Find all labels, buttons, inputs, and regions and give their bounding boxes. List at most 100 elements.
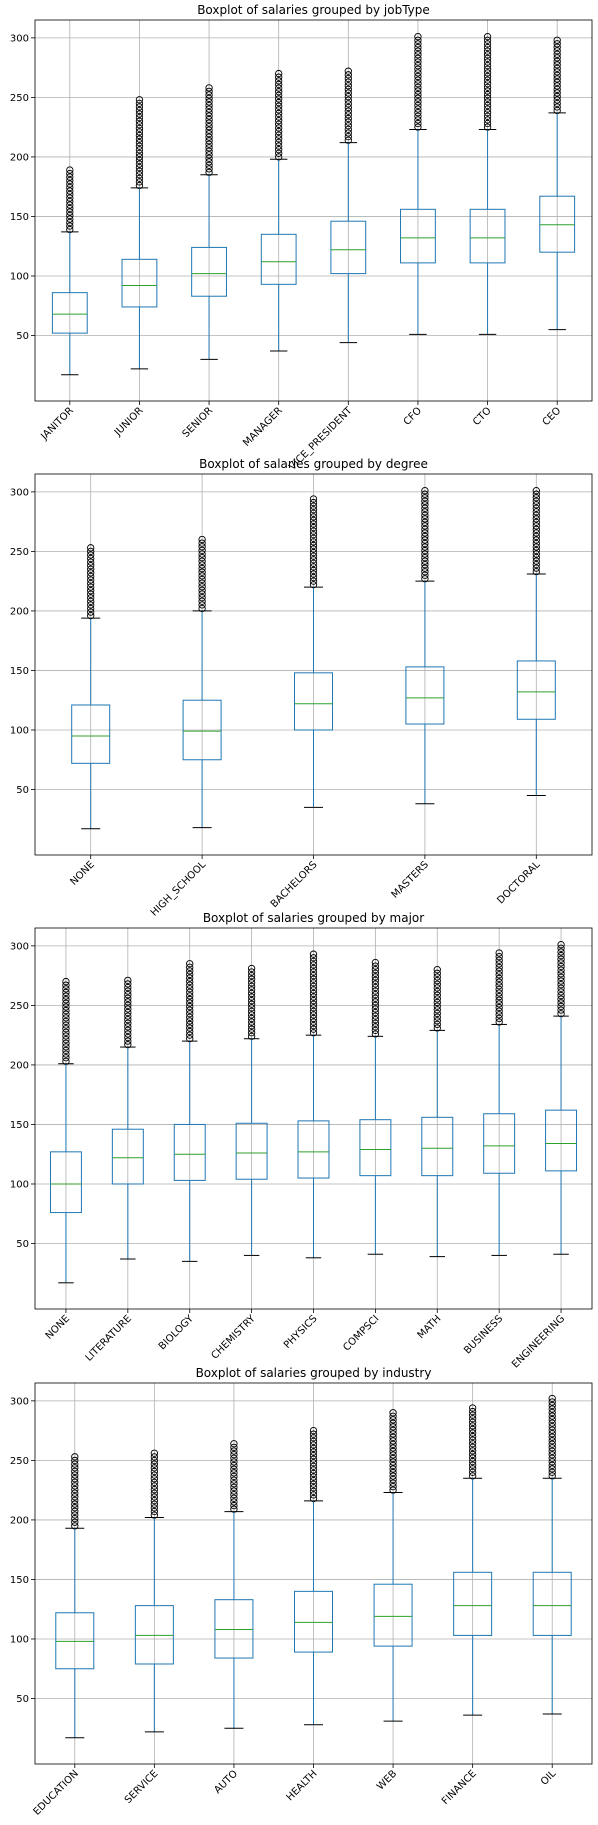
flier-point xyxy=(135,121,144,129)
flier-point xyxy=(205,101,213,110)
flier-point xyxy=(309,1480,318,1488)
y-tick-label: 300 xyxy=(10,33,29,44)
flier-point xyxy=(275,127,283,136)
flier-point xyxy=(247,971,256,980)
y-tick-label: 250 xyxy=(10,93,29,104)
x-tick-label: HIGH_SCHOOL xyxy=(149,859,209,919)
flier-point xyxy=(71,1485,79,1494)
flier-point xyxy=(62,1028,70,1036)
flier-point xyxy=(275,95,283,103)
flier-point xyxy=(87,597,95,606)
x-tick-label: JUNIOR xyxy=(112,405,146,439)
box-ceo xyxy=(539,36,576,331)
flier-point xyxy=(275,80,283,89)
iqr-box xyxy=(516,660,556,720)
flier-point xyxy=(135,160,144,168)
flier-point xyxy=(71,1514,79,1523)
flier-point xyxy=(389,1468,397,1477)
flier-point xyxy=(309,563,318,571)
flier-point xyxy=(532,522,540,530)
flier-point xyxy=(532,518,540,526)
flier-point xyxy=(150,1496,159,1505)
box-oil xyxy=(532,1394,572,1715)
flier-point xyxy=(186,999,194,1007)
iqr-box xyxy=(55,1612,95,1670)
flier-point xyxy=(309,964,318,973)
flier-point xyxy=(389,1416,397,1424)
flier-point xyxy=(468,1411,477,1419)
flier-point xyxy=(344,82,352,90)
flier-point xyxy=(421,571,429,579)
flier-point xyxy=(198,539,206,547)
x-tick-label: BIOLOGY xyxy=(157,1313,197,1353)
flier-point xyxy=(553,75,561,83)
flier-point xyxy=(414,33,422,41)
flier-point xyxy=(66,201,74,209)
flier-point xyxy=(371,983,380,992)
flier-point xyxy=(483,69,492,77)
box-manager xyxy=(260,69,297,352)
flier-point xyxy=(532,487,540,495)
flier-point xyxy=(433,980,441,988)
y-tick-label: 250 xyxy=(10,1456,29,1467)
flier-point xyxy=(495,1011,503,1019)
flier-point xyxy=(344,111,352,119)
flier-point xyxy=(124,1012,132,1020)
flier-point xyxy=(135,131,144,140)
flier-point xyxy=(247,964,256,973)
flier-point xyxy=(532,564,540,572)
flier-point xyxy=(433,1009,441,1018)
flier-point xyxy=(389,1461,397,1470)
y-tick-label: 300 xyxy=(10,941,29,952)
flier-point xyxy=(66,197,74,206)
flier-point xyxy=(389,1437,397,1445)
flier-point xyxy=(309,1476,318,1485)
flier-point xyxy=(483,105,492,113)
flier-point xyxy=(87,583,95,591)
flier-point xyxy=(548,1419,556,1427)
flier-point xyxy=(186,1024,194,1032)
flier-point xyxy=(548,1430,556,1438)
flier-point xyxy=(548,1408,556,1417)
flier-point xyxy=(135,124,144,132)
flier-point xyxy=(433,984,441,992)
flier-point xyxy=(275,120,283,128)
flier-point xyxy=(135,153,144,161)
flier-point xyxy=(205,87,213,96)
flier-point xyxy=(548,1454,556,1462)
y-tick-label: 50 xyxy=(16,1694,29,1705)
flier-point xyxy=(71,1489,79,1497)
flier-point xyxy=(371,998,380,1006)
flier-point xyxy=(124,1008,132,1017)
flier-point xyxy=(389,1423,397,1431)
flier-point xyxy=(66,190,74,199)
flier-point xyxy=(344,74,352,83)
flier-point xyxy=(548,1468,556,1477)
flier-point xyxy=(186,995,194,1004)
flier-point xyxy=(532,557,540,565)
flier-point xyxy=(421,564,429,572)
flier-point xyxy=(344,129,352,137)
flier-point xyxy=(150,1456,159,1465)
iqr-box xyxy=(405,666,445,725)
flier-point xyxy=(66,176,74,185)
x-tick-label: MASTERS xyxy=(390,859,431,900)
flier-point xyxy=(433,1017,441,1025)
flier-point xyxy=(275,113,283,121)
flier-point xyxy=(414,98,422,106)
flier-point xyxy=(247,996,256,1005)
flier-point xyxy=(275,102,283,110)
flier-point xyxy=(309,520,318,528)
flier-point xyxy=(135,110,144,118)
flier-point xyxy=(553,50,561,58)
flier-point xyxy=(309,541,318,550)
box-auto xyxy=(214,1440,254,1729)
flier-point xyxy=(371,1026,380,1035)
flier-point xyxy=(247,1014,256,1023)
flier-point xyxy=(414,61,422,70)
flier-point xyxy=(275,124,283,132)
flier-point xyxy=(124,1037,132,1045)
flier-point xyxy=(230,1472,238,1481)
flier-point xyxy=(483,40,492,48)
flier-point xyxy=(309,1018,318,1026)
